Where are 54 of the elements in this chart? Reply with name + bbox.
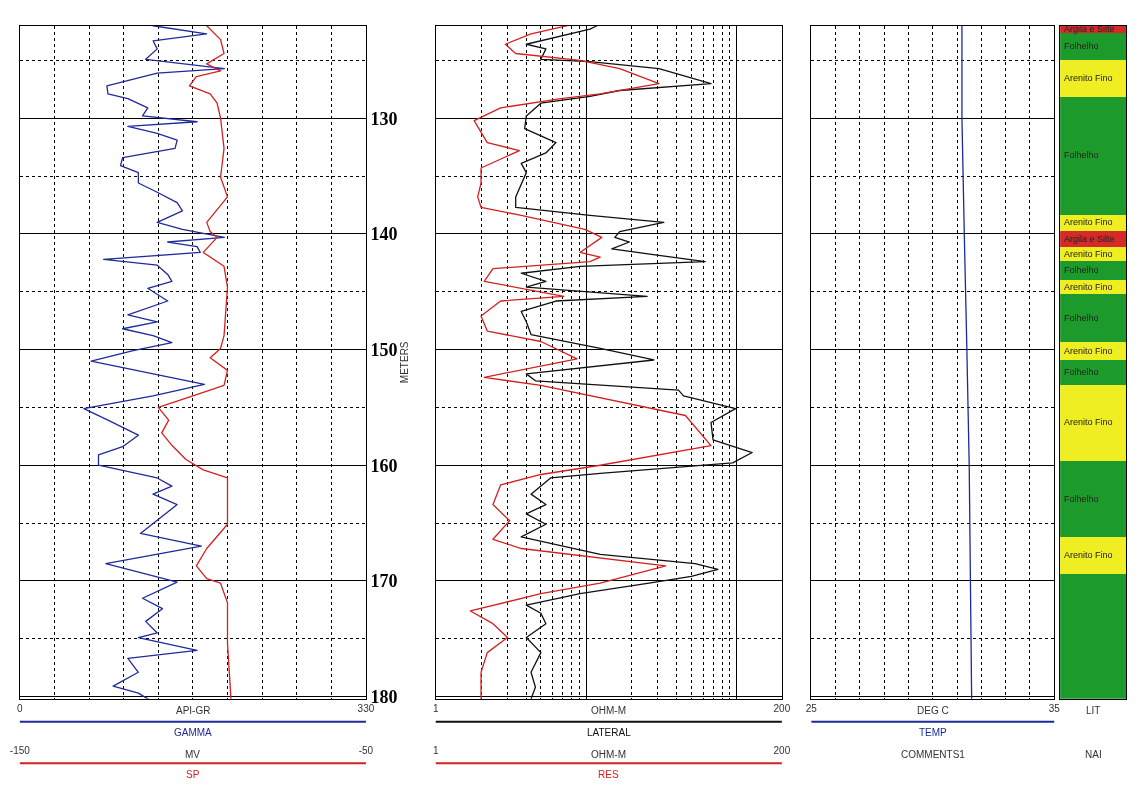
y-tick-label: 160 [370,455,398,476]
series-label: Folhelho [1064,150,1099,160]
series-label: Arenito Fino [1064,282,1113,292]
text: LATERAL [587,727,632,738]
x2-tick-label: -150 [9,745,31,757]
series-label: Folhelho [1064,494,1099,504]
y-tick-label: 130 [370,108,398,129]
series-label: Arenito Fino [1064,346,1113,356]
text: LIT [1086,705,1101,716]
bar [1060,32,1126,60]
series-label: Folhelho [1064,313,1099,323]
series-label: Arenito Fino [1064,249,1113,259]
bar [1060,460,1126,537]
series-label: Arenito Fino [1064,550,1113,560]
text: TEMP [919,727,948,738]
series-label: Arenito Fino [1064,217,1113,227]
x-tick-label: 25 [805,702,818,714]
series-label: Arenito Fino [1064,73,1113,83]
series-label: Folhelho [1064,41,1099,51]
line-series [83,25,225,699]
x-tick-label: 200 [773,702,791,714]
text: COMMENTS1 [901,749,966,760]
y-axis-title: METERS [399,341,411,384]
text: SP [186,769,200,780]
x-tick-label: 35 [1048,702,1061,714]
x-tick-label: 330 [357,702,375,714]
series-label: Arenito Fino [1064,417,1113,427]
x2-tick-label: 1 [432,745,439,757]
x2-tick-label: -50 [358,745,374,757]
series-label: Argila e Silte [1064,234,1115,244]
x-axis-title: OHM-M [591,705,626,716]
x-axis-title: DEG C [917,705,949,716]
x-tick-label: 0 [17,702,24,714]
y-tick-label: 140 [370,224,398,245]
bar [1060,96,1126,215]
x2-axis-title: OHM-M [591,749,626,760]
x2-tick-label: 200 [773,745,791,757]
bar [1060,384,1126,461]
series-label: Argila e Silte [1064,24,1115,34]
text: NAI [1085,749,1102,760]
x-axis-title: API-GR [176,705,211,716]
bar [1060,359,1126,385]
series-label: Folhelho [1064,367,1099,377]
bar [1060,59,1126,97]
series-label: Folhelho [1064,265,1099,275]
x-tick-label: 1 [432,702,439,714]
bar [1060,573,1126,699]
x2-axis-title: MV [185,749,201,760]
y-tick-label: 150 [370,339,398,360]
bar [1060,293,1126,342]
bar [1060,536,1126,574]
text: RES [598,769,619,780]
text: GAMMA [174,727,213,738]
y-tick-label: 170 [370,571,398,592]
